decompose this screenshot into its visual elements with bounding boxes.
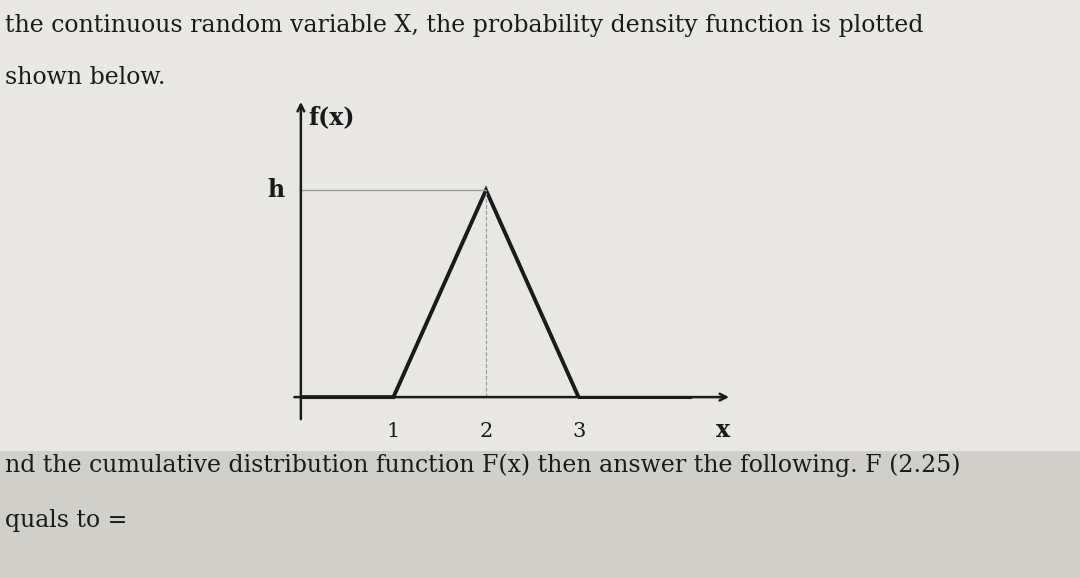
Text: the continuous random variable X, the probability density function is plotted: the continuous random variable X, the pr… xyxy=(5,14,923,38)
Text: nd the cumulative distribution function F(x) then answer the following. F (2.25): nd the cumulative distribution function … xyxy=(5,454,961,477)
Text: 2: 2 xyxy=(480,422,492,441)
Text: shown below.: shown below. xyxy=(5,66,166,90)
Text: x: x xyxy=(716,418,730,442)
Text: quals to =: quals to = xyxy=(5,509,127,532)
Text: 3: 3 xyxy=(572,422,585,441)
Text: h: h xyxy=(267,178,284,202)
Text: f(x): f(x) xyxy=(308,105,354,129)
Text: 1: 1 xyxy=(387,422,400,441)
